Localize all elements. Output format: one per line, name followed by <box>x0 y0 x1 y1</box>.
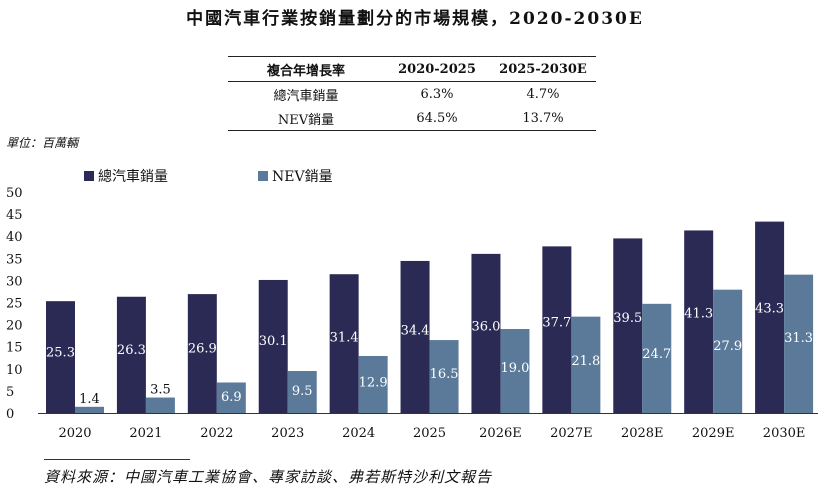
data-label: 37.7 <box>542 315 571 330</box>
data-label: 21.8 <box>571 354 600 369</box>
bar-total <box>684 230 714 413</box>
x-tick-label: 2026E <box>479 426 522 441</box>
data-label: 25.3 <box>46 345 75 360</box>
x-tick-label: 2021 <box>129 426 162 441</box>
cagr-table: 複合年增長率 2020-2025 2025-2030E 總汽車銷量 6.3% 4… <box>228 56 596 131</box>
bar-total <box>116 296 146 413</box>
legend-swatch-total <box>84 171 94 181</box>
chart-title: 中國汽車行業按銷量劃分的市場規模，2020-2030E <box>186 9 644 29</box>
bar-total <box>542 246 572 413</box>
data-label: 27.9 <box>713 339 742 354</box>
y-tick-label: 15 <box>6 341 23 356</box>
data-label: 26.9 <box>188 342 217 357</box>
x-tick-label: 2030E <box>763 426 806 441</box>
data-label: 12.9 <box>359 376 388 391</box>
bar-total <box>46 301 75 413</box>
data-label: 24.7 <box>642 347 671 362</box>
legend-label: NEV銷量 <box>272 169 333 185</box>
bar-nev <box>358 355 388 413</box>
bar-total <box>258 279 288 413</box>
y-tick-label: 5 <box>6 385 14 400</box>
bar-nev <box>784 274 814 413</box>
bar-nev <box>75 406 104 413</box>
x-tick-label: 2023 <box>271 426 304 441</box>
bar-nev <box>216 382 246 413</box>
y-tick-label: 10 <box>6 363 23 378</box>
cagr-value: 6.3% <box>420 86 454 102</box>
data-label: 19.0 <box>500 361 529 376</box>
cagr-header-row: 複合年增長率 2020-2025 2025-2030E <box>228 56 596 82</box>
data-label: 31.3 <box>784 331 813 346</box>
y-tick-label: 25 <box>6 297 23 312</box>
x-tick-label: 2027E <box>550 426 593 441</box>
bar-total <box>613 238 643 413</box>
cagr-header-period-1: 2020-2025 <box>384 56 490 82</box>
data-label: 30.1 <box>259 334 288 349</box>
bar-nev <box>287 371 317 413</box>
cagr-header-period-2: 2025-2030E <box>490 56 596 82</box>
bar-total <box>755 221 785 413</box>
y-tick-label: 20 <box>6 319 23 334</box>
bar-total <box>471 253 501 413</box>
bar-nev <box>642 303 672 413</box>
bar-nev <box>429 340 459 413</box>
bar-total <box>329 274 359 413</box>
data-label: 36.0 <box>471 319 500 334</box>
source-note: 資料來源：中國汽車工業協會、專家訪談、弗若斯特沙利文報告 <box>44 468 493 486</box>
x-tick-label: 2025 <box>413 426 446 441</box>
bar-total <box>400 260 430 413</box>
source-divider <box>44 459 190 460</box>
x-tick-label: 2028E <box>621 426 664 441</box>
y-tick-label: 0 <box>6 407 14 422</box>
bar-nev <box>145 397 175 413</box>
y-tick-label: 50 <box>6 186 23 201</box>
data-label: 16.5 <box>430 367 459 382</box>
cagr-row-total: 總汽車銷量 6.3% 4.7% <box>228 82 596 107</box>
cagr-value: 64.5% <box>384 106 490 131</box>
data-label: 41.3 <box>684 307 713 322</box>
y-tick-label: 35 <box>6 252 23 267</box>
data-label: 3.5 <box>150 383 171 398</box>
cagr-value: 4.7% <box>526 86 560 102</box>
bar-nev <box>500 329 530 413</box>
cagr-header-label: 複合年增長率 <box>228 56 384 82</box>
cagr-row-nev: NEV銷量 64.5% 13.7% <box>228 106 596 131</box>
x-tick-label: 2029E <box>692 426 735 441</box>
legend-swatch-nev <box>258 171 268 181</box>
data-label: 1.4 <box>79 392 100 407</box>
unit-label: 單位：百萬輛 <box>6 136 79 150</box>
legend-label: 總汽車銷量 <box>98 168 168 185</box>
cagr-row-label: NEV銷量 <box>228 106 384 131</box>
cagr-row-label: 總汽車銷量 <box>273 88 339 104</box>
bar-nev <box>713 289 743 413</box>
x-tick-label: 2022 <box>200 426 233 441</box>
x-tick-label: 2020 <box>58 426 91 441</box>
bar-total <box>187 294 217 413</box>
data-label: 26.3 <box>117 343 146 358</box>
bar-nev <box>571 316 601 413</box>
data-label: 34.4 <box>401 323 430 338</box>
x-tick-label: 2024 <box>342 426 375 441</box>
data-label: 31.4 <box>330 331 359 346</box>
cagr-value: 13.7% <box>490 106 596 131</box>
y-tick-label: 30 <box>6 274 23 289</box>
y-tick-label: 40 <box>6 230 23 245</box>
data-label: 9.5 <box>292 384 313 399</box>
y-tick-label: 45 <box>6 208 23 223</box>
data-label: 6.9 <box>221 390 242 405</box>
data-label: 43.3 <box>755 302 784 317</box>
data-label: 39.5 <box>613 311 642 326</box>
